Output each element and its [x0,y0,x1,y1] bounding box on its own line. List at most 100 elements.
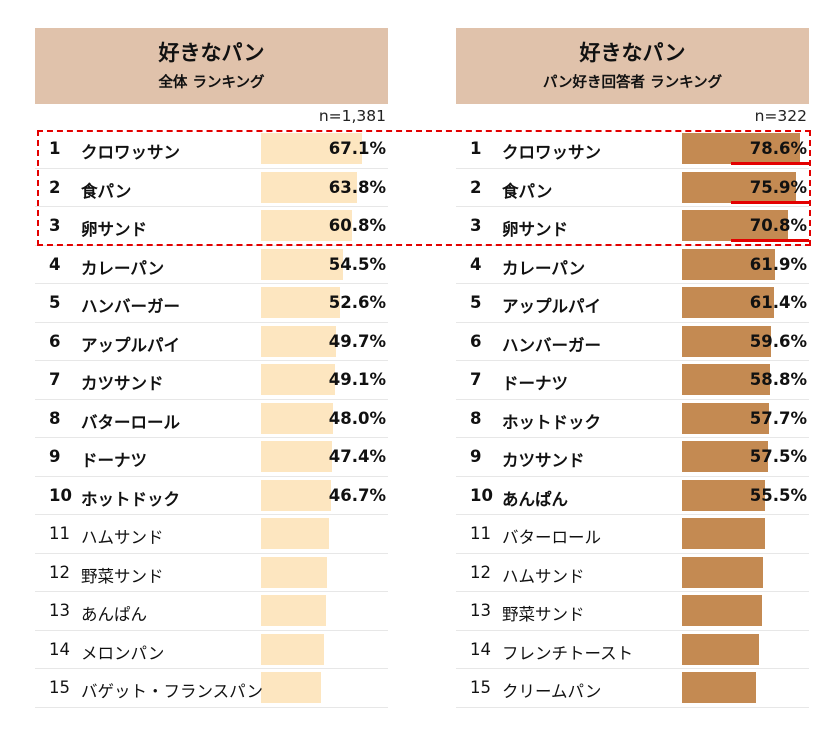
bar [682,364,771,395]
bread-name: バターロール [81,412,180,432]
bar [682,210,789,241]
chart-title: 好きなパン [158,41,265,65]
bread-name: 食パン [502,181,553,201]
chart-header: 好きなパン 全体 ランキング [35,28,388,104]
bar [261,325,336,357]
bar [682,171,796,203]
ranking-row: 4 カレーパン 54.5% [35,246,388,284]
bar [261,210,353,241]
ranking-row: 5 ハンバーガー 52.6% [35,284,388,323]
bread-name: ドーナツ [81,451,147,470]
chart-title: 好きなパン [579,41,686,65]
percent-label: 57.5% [749,447,807,466]
rank-number: 15 [470,678,491,697]
bar [682,441,769,472]
ranking-row: 11 ハムサンド [35,515,388,554]
bread-name: 卵サンド [81,220,147,239]
chart-bread-lovers: 好きなパン パン好き回答者 ランキング n=322 1 クロワッサン 78.6% 2 食… [456,28,809,708]
ranking-row: 7 ドーナツ 58.8% [456,361,809,400]
bar [682,287,775,318]
rank-number: 11 [470,524,491,543]
rank-number: 2 [470,177,482,197]
ranking-row: 12 野菜サンド [35,554,388,592]
ranking-row: 12 ハムサンド [456,554,809,592]
ranking-row: 3 卵サンド 60.8% [35,207,388,246]
percent-label: 54.5% [328,254,386,274]
bread-name: フレンチトースト [502,643,634,663]
percent-label: 57.7% [749,408,807,428]
bread-name: クロワッサン [81,143,180,162]
ranking-row: 7 カツサンド 49.1% [35,361,388,400]
rank-number: 7 [49,370,61,389]
rank-number: 13 [49,601,70,620]
rank-number: 13 [470,601,491,620]
bread-name: ハンバーガー [502,335,601,355]
ranking-row: 2 食パン 63.8% [35,169,388,207]
bar [261,556,327,588]
sample-size-label: n=1,381 [318,107,386,125]
bread-name: 野菜サンド [81,566,164,586]
bar [261,441,333,472]
bar [261,133,362,164]
ranking-row: 11 バターロール [456,515,809,554]
percent-label: 75.9% [749,177,807,197]
emphasis-underline [731,200,809,204]
percent-label: 60.8% [328,216,386,235]
bar [261,287,340,318]
bread-name: ハムサンド [81,528,164,547]
rank-number: 6 [49,331,61,351]
emphasis-underline [731,239,809,242]
ranking-row: 9 ドーナツ 47.4% [35,438,388,477]
bar [682,133,800,164]
ranking-row: 8 ホットドック 57.7% [456,400,809,438]
chart-header: 好きなパン パン好き回答者 ランキング [456,28,809,104]
ranking-row: 6 ハンバーガー 59.6% [456,323,809,361]
chart-subtitle: パン好き回答者 ランキング [542,75,723,91]
bar [682,633,759,665]
rank-number: 11 [49,524,70,543]
rank-number: 4 [470,254,482,274]
rank-number: 1 [49,139,61,158]
bar [682,325,772,357]
percent-label: 67.1% [328,139,386,158]
rank-number: 8 [470,408,482,428]
bread-name: 食パン [81,181,132,201]
rank-number: 15 [49,678,70,697]
ranking-row: 5 アップルパイ 61.4% [456,284,809,323]
percent-label: 55.5% [749,485,807,505]
bar [682,518,765,549]
rank-number: 12 [49,562,70,582]
rank-number: 10 [470,485,493,505]
percent-label: 61.4% [749,293,807,312]
bread-name: カレーパン [81,258,165,278]
emphasis-underline [731,162,809,165]
percent-label: 61.9% [749,254,807,274]
percent-label: 58.8% [749,370,807,389]
bar [261,171,357,203]
rank-number: 5 [470,293,482,312]
rank-number: 3 [49,216,61,235]
bread-name: メロンパン [81,643,165,663]
bread-name: ハンバーガー [81,297,180,316]
bread-name: ハムサンド [502,566,585,586]
bread-name: あんぱん [502,489,568,509]
bread-name: バターロール [502,528,601,547]
ranking-row: 3 卵サンド 70.8% [456,207,809,246]
ranking-row: 10 あんぱん 55.5% [456,477,809,515]
ranking-row: 2 食パン 75.9% [456,169,809,207]
chart-all-respondents: 好きなパン 全体 ランキング n=1,381 1 クロワッサン 67.1% 2 食パン 6… [35,28,388,708]
ranking-row: 8 バターロール 48.0% [35,400,388,438]
percent-label: 48.0% [328,408,386,428]
bar [261,402,333,434]
ranking-row: 14 フレンチトースト [456,631,809,669]
bar [682,248,775,280]
percent-label: 46.7% [328,485,386,505]
rank-number: 14 [49,639,70,659]
bread-name: ホットドック [502,412,601,432]
bread-name: カツサンド [81,374,164,393]
rank-number: 14 [470,639,491,659]
bread-name: バゲット・フランスパン [81,682,263,701]
bread-name: アップルパイ [502,297,601,316]
ranking-row: 1 クロワッサン 78.6% [456,130,809,169]
bar [682,672,757,703]
